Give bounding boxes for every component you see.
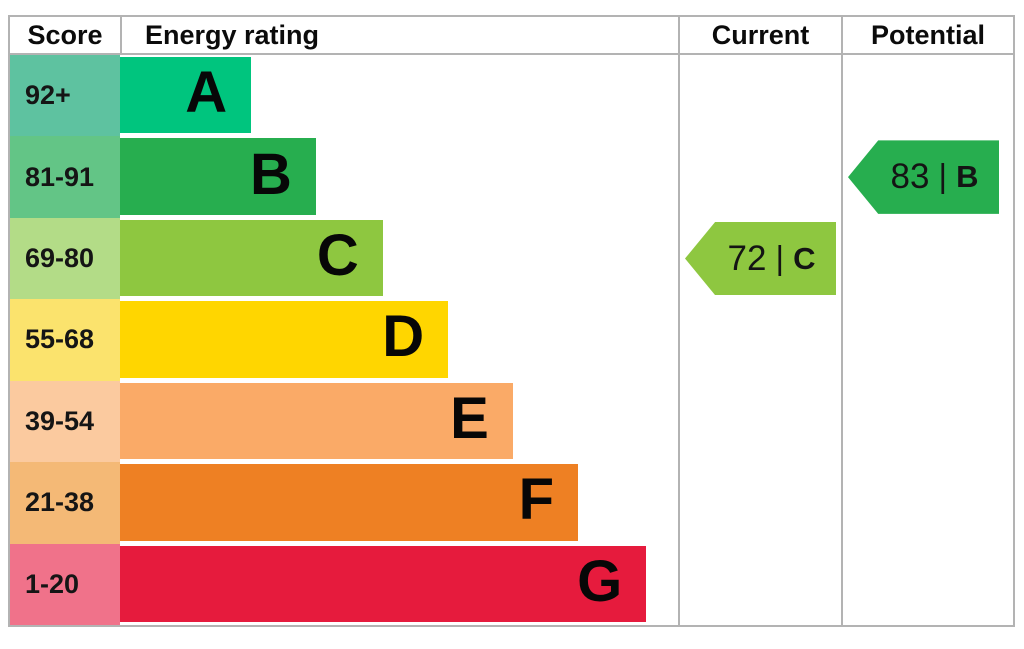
potential-cell-e [841,380,1013,463]
current-rating-arrow: 72 | C [685,221,836,296]
band-letter-c: C [316,223,359,289]
score-range-g: 1-20 [10,543,120,625]
potential-cell-a [841,55,1013,137]
rating-cell-b: B [120,136,678,217]
band-bar-c: C [120,219,383,297]
band-letter-e: E [450,385,489,451]
current-rating-arrow-separator: | [775,238,785,276]
rating-cell-c: C [120,218,678,299]
header-row: Score Energy rating Current Potential [10,17,1013,55]
band-row-b: 81-91 B 83 | B [10,136,1013,218]
score-range-b: 81-91 [10,136,120,218]
band-letter-d: D [382,304,425,370]
score-range-c: 69-80 [10,217,120,300]
band-bar-b: B [120,138,316,215]
score-range-f: 21-38 [10,462,120,544]
current-column-header: Current [678,17,841,53]
current-cell-g [678,543,841,625]
band-row-d: 55-68 D [10,299,1013,381]
current-cell-a [678,55,841,137]
rating-cell-d: D [120,299,678,380]
band-row-g: 1-20 G [10,543,1013,625]
score-range-a: 92+ [10,55,120,137]
potential-column-header: Potential [841,17,1013,53]
band-bar-f: F [120,464,579,541]
epc-table: Score Energy rating Current Potential 92… [8,15,1015,627]
band-rows: 92+ A 81-91 B 83 | B 69-80 C 72 | C 55-68 D 39-54 E 21-3… [10,55,1013,625]
band-letter-f: F [518,467,555,533]
rating-cell-e: E [120,381,678,462]
band-bar-e: E [120,382,513,460]
potential-cell-d [841,299,1013,381]
score-range-e: 39-54 [10,380,120,463]
potential-cell-g [841,543,1013,625]
current-cell-d [678,299,841,381]
band-bar-d: D [120,301,449,378]
current-cell-c: 72 | C [678,217,841,300]
potential-cell-b: 83 | B [841,136,1013,218]
band-bar-g: G [120,545,647,622]
current-cell-b [678,136,841,218]
band-letter-b: B [249,141,292,207]
band-bar-a: A [120,57,252,134]
current-cell-f [678,462,841,544]
potential-rating-arrow-separator: | [938,157,948,195]
potential-rating-arrow-band-letter: B [956,159,979,195]
band-letter-a: A [185,60,228,126]
current-cell-e [678,380,841,463]
potential-rating-arrow: 83 | B [848,140,999,214]
rating-cell-a: A [120,55,678,136]
energy-rating-column-header: Energy rating [120,17,678,53]
band-row-a: 92+ A [10,55,1013,137]
band-letter-g: G [577,548,623,614]
current-rating-arrow-band-letter: C [793,240,816,276]
potential-cell-c [841,217,1013,300]
rating-cell-f: F [120,462,678,543]
potential-rating-arrow-score: 83 [890,157,930,197]
rating-cell-g: G [120,544,678,625]
potential-cell-f [841,462,1013,544]
band-row-e: 39-54 E [10,380,1013,463]
score-range-d: 55-68 [10,299,120,381]
current-rating-arrow-score: 72 [727,238,767,278]
band-row-c: 69-80 C 72 | C [10,217,1013,300]
score-column-header: Score [27,19,103,50]
band-row-f: 21-38 F [10,462,1013,544]
